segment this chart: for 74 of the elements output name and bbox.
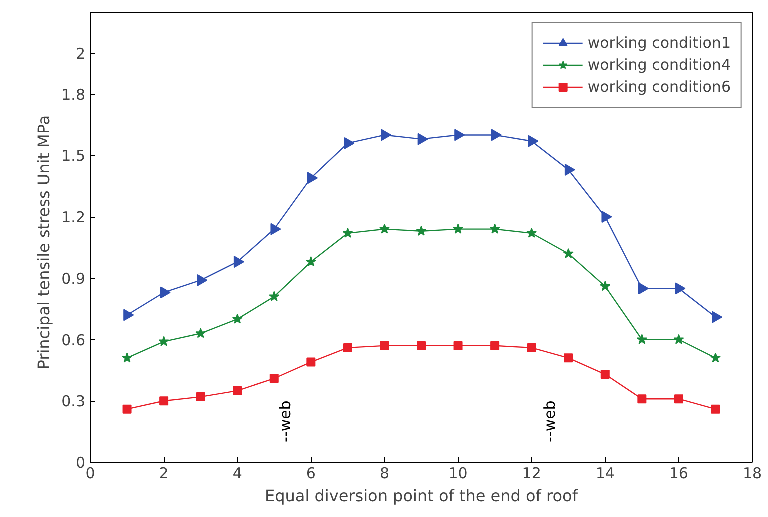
point xyxy=(526,228,538,238)
x-tick-label: 12 xyxy=(522,464,542,482)
point xyxy=(269,291,280,302)
legend-label: working condition1 xyxy=(588,34,731,52)
point xyxy=(600,281,611,292)
point xyxy=(124,309,134,322)
point xyxy=(122,352,133,363)
point xyxy=(674,394,684,404)
point xyxy=(234,256,244,268)
point xyxy=(454,341,463,350)
point xyxy=(675,282,686,295)
y-tick-label: 1.5 xyxy=(62,147,86,166)
point xyxy=(160,396,169,406)
point xyxy=(307,172,318,184)
point xyxy=(381,129,392,142)
point xyxy=(712,311,723,324)
legend-label: working condition6 xyxy=(588,78,731,96)
x-tick-label: 18 xyxy=(742,464,762,482)
point xyxy=(711,404,720,414)
point xyxy=(527,343,536,352)
point xyxy=(379,224,390,234)
point xyxy=(563,248,574,258)
y-tick-label: 1.2 xyxy=(62,208,86,227)
point xyxy=(418,133,428,146)
y-tick-label: 2 xyxy=(76,44,86,63)
legend-label: working condition4 xyxy=(588,56,731,74)
x-tick-label: 6 xyxy=(306,464,316,482)
point xyxy=(158,336,170,346)
x-tick-label: 8 xyxy=(380,464,390,482)
x-tick-label: 10 xyxy=(448,464,468,482)
point xyxy=(380,341,390,350)
x-tick-label: 2 xyxy=(159,464,169,482)
point xyxy=(270,374,279,384)
point xyxy=(491,129,502,142)
point xyxy=(306,256,316,267)
y-tick-label: 0.9 xyxy=(62,270,86,288)
point xyxy=(122,404,132,414)
point xyxy=(710,352,721,363)
point xyxy=(343,343,352,352)
point xyxy=(197,274,208,286)
point xyxy=(270,223,282,236)
point xyxy=(417,341,426,350)
y-axis-title: Principal tensile stress Unit MPa xyxy=(34,115,54,370)
x-tick-label: 14 xyxy=(596,464,615,482)
point xyxy=(600,370,610,380)
point xyxy=(453,224,464,234)
point xyxy=(416,226,427,236)
y-tick-label: 0.3 xyxy=(62,392,86,411)
point xyxy=(638,282,650,295)
point xyxy=(638,394,647,404)
point xyxy=(602,211,612,224)
y-tick-label: 1.8 xyxy=(62,86,86,104)
point xyxy=(342,228,354,238)
point xyxy=(160,286,171,299)
point xyxy=(564,164,576,176)
point xyxy=(306,358,316,367)
point xyxy=(196,392,206,402)
point xyxy=(490,224,500,234)
point xyxy=(528,135,539,148)
point xyxy=(564,354,574,363)
x-axis-title: Equal diversion point of the end of roof xyxy=(265,486,578,506)
point xyxy=(454,129,466,142)
annotation: --web xyxy=(276,400,294,443)
x-tick-label: 4 xyxy=(232,464,242,482)
point xyxy=(232,314,243,324)
point xyxy=(344,137,355,150)
point xyxy=(674,334,684,344)
y-tick-label: 0.6 xyxy=(62,331,86,350)
point xyxy=(233,386,242,396)
point xyxy=(490,341,500,350)
x-tick-label: 16 xyxy=(669,464,688,482)
point xyxy=(636,334,648,344)
point xyxy=(196,328,206,338)
annotation: --web xyxy=(541,400,560,443)
